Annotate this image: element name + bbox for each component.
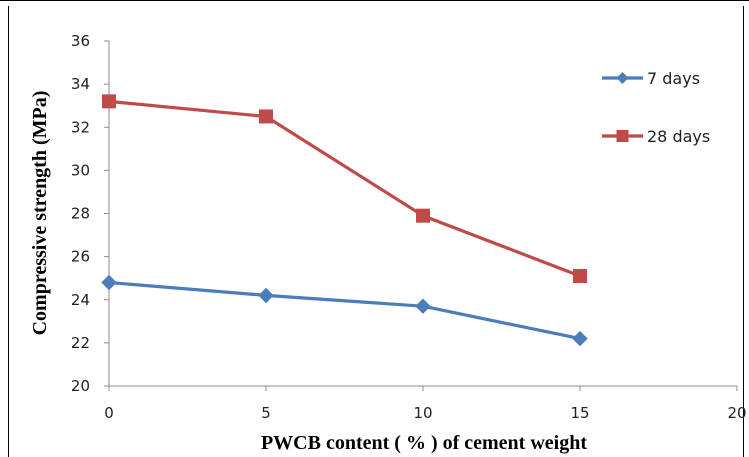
tick-labels: 20 22 24 26 28 30 32 34 36 0 5 10 15 20 bbox=[71, 32, 747, 422]
top-border-line bbox=[0, 0, 749, 1]
chart-frame bbox=[8, 6, 744, 457]
y-tick-label: 26 bbox=[71, 248, 90, 266]
legend: 7 days 28 days bbox=[602, 69, 710, 146]
y-tick-label: 34 bbox=[71, 75, 90, 93]
x-axis-title: PWCB content ( % ) of cement weight bbox=[261, 432, 587, 454]
y-axis-title: Compressive strength (MPa) bbox=[29, 91, 51, 336]
data-point bbox=[259, 109, 273, 124]
series-0 bbox=[101, 274, 588, 347]
data-point bbox=[415, 298, 431, 314]
data-point bbox=[102, 94, 116, 109]
y-tick-label: 22 bbox=[71, 334, 90, 352]
data-point bbox=[101, 274, 117, 291]
data-point bbox=[416, 208, 430, 223]
x-tick-label: 15 bbox=[570, 404, 589, 422]
legend-label: 7 days bbox=[647, 69, 700, 88]
x-tick-label: 10 bbox=[413, 404, 432, 422]
legend-swatch-marker bbox=[616, 72, 629, 84]
data-point bbox=[572, 330, 588, 347]
x-tick-label: 5 bbox=[261, 404, 271, 422]
y-tick-label: 28 bbox=[71, 205, 90, 223]
y-tick-label: 36 bbox=[71, 32, 90, 50]
y-tick-label: 32 bbox=[71, 118, 90, 136]
y-tick-label: 20 bbox=[71, 377, 90, 395]
data-point bbox=[258, 287, 274, 304]
series-line bbox=[108, 99, 581, 278]
x-tick-label: 20 bbox=[727, 404, 746, 422]
series-line bbox=[108, 280, 581, 341]
legend-swatch-marker bbox=[616, 130, 629, 142]
legend-label: 28 days bbox=[647, 127, 710, 146]
y-tick-label: 24 bbox=[71, 291, 90, 309]
series-1 bbox=[102, 94, 587, 284]
y-tick-label: 30 bbox=[71, 161, 90, 179]
x-tick-label: 0 bbox=[104, 404, 114, 422]
series-layer bbox=[101, 94, 588, 347]
data-point bbox=[573, 269, 587, 284]
